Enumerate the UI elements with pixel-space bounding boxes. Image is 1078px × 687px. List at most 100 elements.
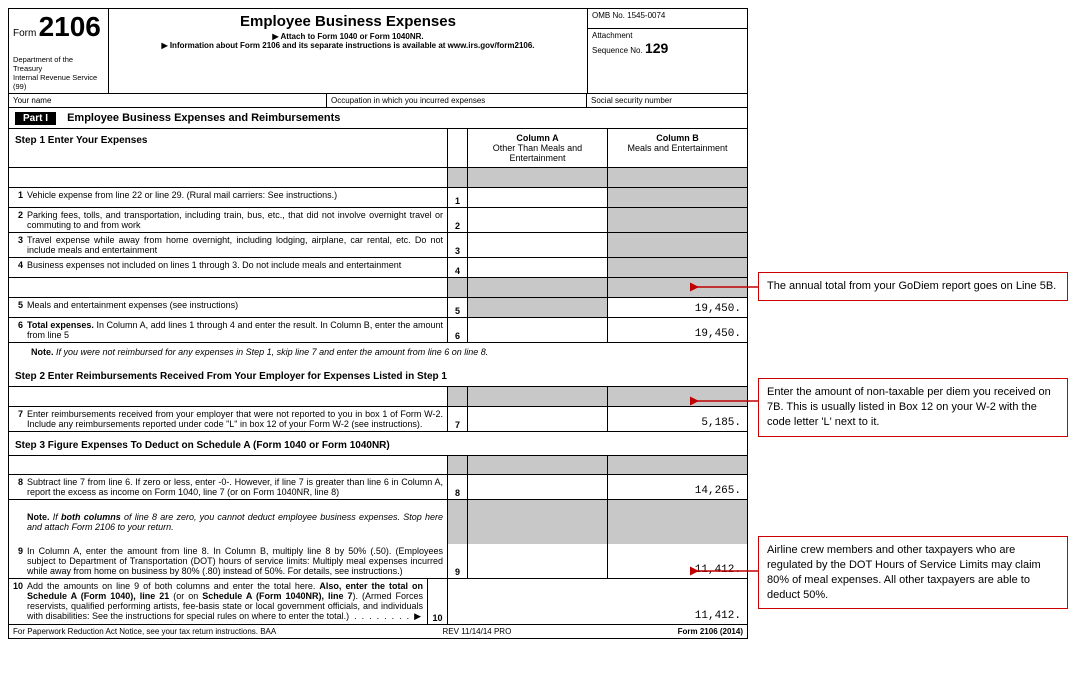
line-3-valB bbox=[607, 233, 747, 257]
line-6-valB: 19,450. bbox=[607, 318, 747, 342]
ssn-label: Social security number bbox=[587, 94, 747, 107]
line-9-desc: In Column A, enter the amount from line … bbox=[25, 544, 447, 578]
irs-label: Internal Revenue Service (99) bbox=[13, 73, 104, 91]
note-1-text: If you were not reimbursed for any expen… bbox=[56, 347, 488, 357]
line-4-ln: 4 bbox=[447, 258, 467, 277]
line-7-ln: 7 bbox=[447, 407, 467, 431]
dept-label: Department of the Treasury bbox=[13, 55, 104, 73]
line-10-num: 10 bbox=[9, 579, 25, 624]
step1-label: Step 1 Enter Your Expenses bbox=[9, 129, 447, 167]
note-2: Note. If both columns of line 8 are zero… bbox=[25, 500, 447, 544]
line-2-ln: 2 bbox=[447, 208, 467, 232]
step3-title: Step 3 Figure Expenses To Deduct on Sche… bbox=[9, 432, 747, 455]
line-8: 8 Subtract line 7 from line 6. If zero o… bbox=[9, 475, 747, 500]
occupation-label: Occupation in which you incurred expense… bbox=[327, 94, 587, 107]
line-4: 4 Business expenses not included on line… bbox=[9, 258, 747, 278]
spacer-row-3 bbox=[9, 387, 747, 407]
line-3-desc: Travel expense while away from home over… bbox=[25, 233, 447, 257]
line-3-ln: 3 bbox=[447, 233, 467, 257]
form-header: Form 2106 Department of the Treasury Int… bbox=[9, 9, 747, 94]
line-1-num: 1 bbox=[9, 188, 25, 207]
step1-header: Step 1 Enter Your Expenses Column A Othe… bbox=[9, 128, 747, 168]
line-9: 9 In Column A, enter the amount from lin… bbox=[9, 544, 747, 579]
line-9-valA bbox=[467, 544, 607, 578]
form-header-right: OMB No. 1545-0074 Attachment Sequence No… bbox=[587, 9, 747, 93]
part1-title-row: Part I Employee Business Expenses and Re… bbox=[9, 108, 747, 128]
line-2-desc: Parking fees, tolls, and transportation,… bbox=[25, 208, 447, 232]
line-1-valB bbox=[607, 188, 747, 207]
line-10: 10 Add the amounts on line 9 of both col… bbox=[9, 579, 747, 624]
spacer-row-4 bbox=[9, 455, 747, 475]
line-5: 5 Meals and entertainment expenses (see … bbox=[9, 298, 747, 318]
annotation-2: Enter the amount of non-taxable per diem… bbox=[758, 378, 1068, 437]
line-8-desc: Subtract line 7 from line 6. If zero or … bbox=[25, 475, 447, 499]
attachment-label: Attachment bbox=[592, 31, 632, 40]
annotation-1: The annual total from your GoDiem report… bbox=[758, 272, 1068, 301]
line-10-ln: 10 bbox=[427, 579, 447, 624]
line-8-num: 8 bbox=[9, 475, 25, 499]
line-1: 1 Vehicle expense from line 22 or line 2… bbox=[9, 188, 747, 208]
line-2-valB bbox=[607, 208, 747, 232]
attachment-seq: Attachment Sequence No. 129 bbox=[588, 29, 747, 58]
colA-title: Column A bbox=[472, 133, 603, 143]
column-b-head: Column B Meals and Entertainment bbox=[607, 129, 747, 167]
footer-right: Form 2106 (2014) bbox=[678, 627, 743, 636]
form-sub2: ▶ Information about Form 2106 and its se… bbox=[113, 41, 583, 50]
line-2: 2 Parking fees, tolls, and transportatio… bbox=[9, 208, 747, 233]
line-6: 6 Total expenses. In Column A, add lines… bbox=[9, 318, 747, 343]
form-title-block: Employee Business Expenses ▶ Attach to F… bbox=[109, 9, 587, 93]
line-6-ln: 6 bbox=[447, 318, 467, 342]
line-9-num: 9 bbox=[9, 544, 25, 578]
line-6-valA bbox=[467, 318, 607, 342]
annotation-1-text: The annual total from your GoDiem report… bbox=[767, 280, 1056, 292]
annotation-panel: The annual total from your GoDiem report… bbox=[748, 8, 1068, 639]
line-2-num: 2 bbox=[9, 208, 25, 232]
spacer-row-2 bbox=[9, 278, 747, 298]
line-1-valA bbox=[467, 188, 607, 207]
sequence-number: 129 bbox=[645, 40, 668, 56]
footer-mid: REV 11/14/14 PRO bbox=[443, 627, 512, 636]
form-footer: For Paperwork Reduction Act Notice, see … bbox=[9, 624, 747, 638]
annotation-3: Airline crew members and other taxpayers… bbox=[758, 536, 1068, 609]
line-7-desc: Enter reimbursements received from your … bbox=[25, 407, 447, 431]
form-identifier: Form 2106 Department of the Treasury Int… bbox=[9, 9, 109, 93]
line-4-num: 4 bbox=[9, 258, 25, 277]
line-7-valB: 5,185. bbox=[607, 407, 747, 431]
line-4-valA bbox=[467, 258, 607, 277]
part1-badge: Part I bbox=[15, 112, 56, 125]
column-a-head: Column A Other Than Meals and Entertainm… bbox=[467, 129, 607, 167]
annotation-2-text: Enter the amount of non-taxable per diem… bbox=[767, 386, 1051, 428]
line-6-num: 6 bbox=[9, 318, 25, 342]
line-7-num: 7 bbox=[9, 407, 25, 431]
line-3-num: 3 bbox=[9, 233, 25, 257]
spacer-row bbox=[9, 168, 747, 188]
step2-title: Step 2 Enter Reimbursements Received Fro… bbox=[9, 363, 747, 387]
omb-number: OMB No. 1545-0074 bbox=[588, 9, 747, 29]
line-10-val: 11,412. bbox=[447, 579, 747, 624]
line-8-valB: 14,265. bbox=[607, 475, 747, 499]
line-5-desc: Meals and entertainment expenses (see in… bbox=[25, 298, 447, 317]
your-name-label: Your name bbox=[9, 94, 327, 107]
line-10-desc: Add the amounts on line 9 of both column… bbox=[25, 579, 427, 624]
note-2-row: Note. If both columns of line 8 are zero… bbox=[9, 500, 747, 544]
form-number: 2106 bbox=[39, 11, 101, 42]
line-7: 7 Enter reimbursements received from you… bbox=[9, 407, 747, 432]
line-8-ln: 8 bbox=[447, 475, 467, 499]
line-1-ln: 1 bbox=[447, 188, 467, 207]
part1-title: Employee Business Expenses and Reimburse… bbox=[67, 112, 340, 124]
line-5-num: 5 bbox=[9, 298, 25, 317]
note-1: Note. If you were not reimbursed for any… bbox=[9, 343, 747, 363]
annotation-3-text: Airline crew members and other taxpayers… bbox=[767, 544, 1041, 601]
name-bar: Your name Occupation in which you incurr… bbox=[9, 94, 747, 108]
line-4-desc: Business expenses not included on lines … bbox=[25, 258, 447, 277]
form-sub1: ▶ Attach to Form 1040 or Form 1040NR. bbox=[113, 32, 583, 41]
line-5-ln: 5 bbox=[447, 298, 467, 317]
line-6-desc: Total expenses. In Column A, add lines 1… bbox=[25, 318, 447, 342]
footer-left: For Paperwork Reduction Act Notice, see … bbox=[13, 627, 276, 636]
line-5-valB: 19,450. bbox=[607, 298, 747, 317]
line-7-valA bbox=[467, 407, 607, 431]
line-9-ln: 9 bbox=[447, 544, 467, 578]
form-title: Employee Business Expenses bbox=[113, 13, 583, 30]
line-3-valA bbox=[467, 233, 607, 257]
line-9-valB: 11,412. bbox=[607, 544, 747, 578]
